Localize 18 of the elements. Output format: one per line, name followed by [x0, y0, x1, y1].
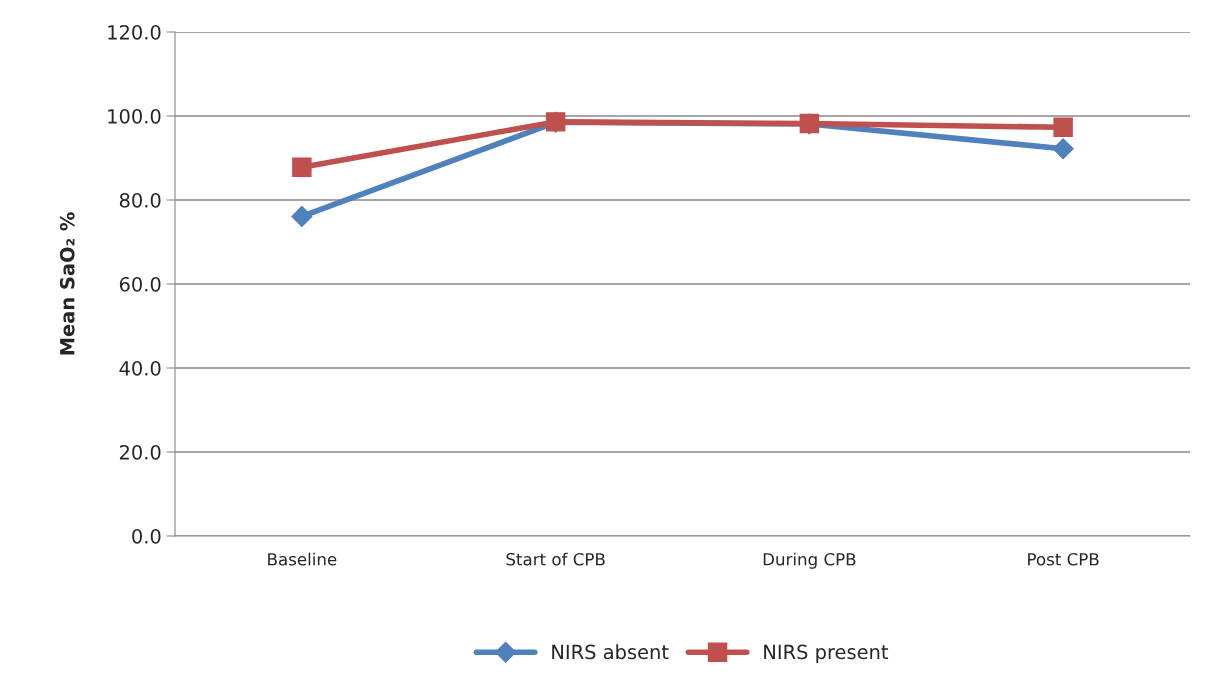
- y-axis-title: Mean SaO₂ %: [59, 212, 75, 355]
- y-tick-label: 0.0: [132, 528, 161, 544]
- x-tick-label: Post CPB: [1028, 552, 1099, 566]
- y-tick-label: 80.0: [119, 192, 161, 208]
- point: [292, 157, 312, 177]
- legend-label: NIRS absent: [552, 644, 669, 660]
- legend-label: NIRS present: [764, 644, 889, 664]
- y-tick-label: 100.0: [108, 108, 161, 124]
- x-tick-label: Start of CPB: [506, 552, 605, 566]
- x-tick-label: Baseline: [268, 552, 337, 566]
- x-tick-label: During CPB: [763, 552, 856, 569]
- point: [1053, 117, 1073, 138]
- y-tick-label: 40.0: [119, 360, 161, 376]
- point: [291, 205, 313, 227]
- point: [1052, 138, 1074, 160]
- y-tick-label: 120.0: [108, 24, 161, 40]
- y-tick-label: 20.0: [119, 444, 161, 460]
- y-tick-label: 60.0: [119, 276, 161, 292]
